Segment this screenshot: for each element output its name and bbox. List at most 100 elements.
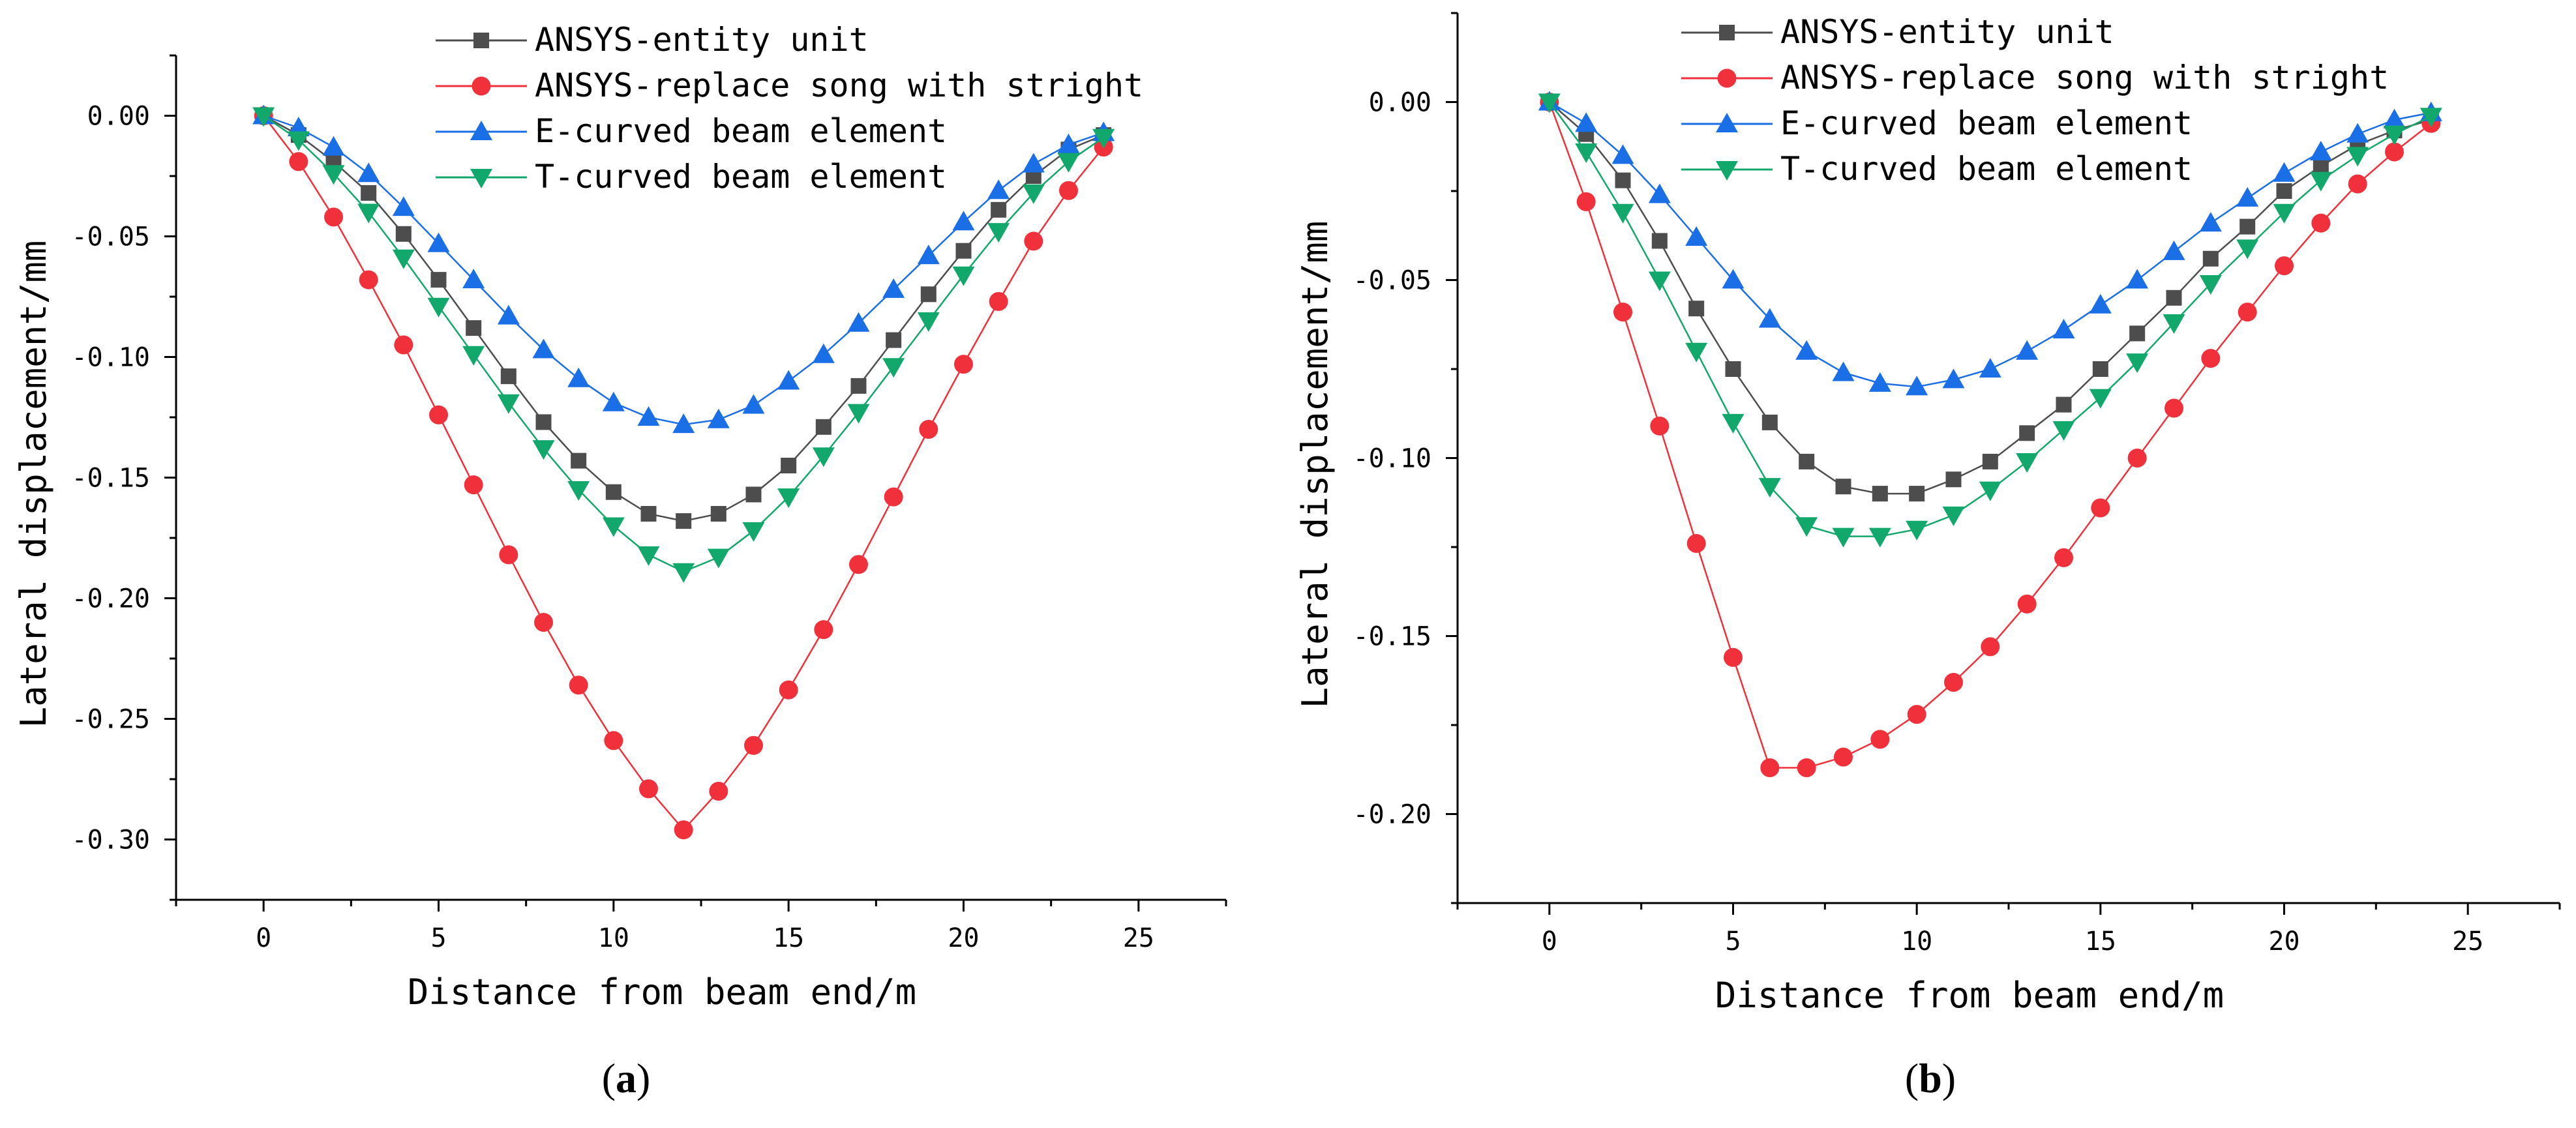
data-point: [1538, 93, 1561, 113]
data-point: [987, 179, 1010, 200]
data-point: [497, 394, 520, 414]
data-point: [1685, 342, 1708, 363]
data-point: [1650, 416, 1670, 436]
data-point: [779, 680, 798, 700]
x-axis-title: Distance from beam end/m: [408, 972, 916, 1013]
data-point: [952, 266, 975, 286]
x-tick-label: 0: [1542, 927, 1557, 957]
data-point: [2236, 239, 2259, 260]
data-point: [1799, 453, 1815, 469]
data-point: [2129, 325, 2146, 342]
data-point: [672, 563, 695, 583]
data-point: [359, 270, 378, 289]
data-point: [2089, 293, 2112, 314]
legend-marker: [1719, 25, 1735, 40]
data-point: [987, 223, 1010, 243]
data-point: [2201, 349, 2221, 368]
data-point: [815, 419, 831, 435]
y-axis-title: Lateral displacement/mm: [13, 241, 54, 728]
data-point: [1795, 340, 1818, 360]
data-point: [849, 555, 868, 574]
data-point: [2163, 240, 2185, 260]
data-point: [1795, 517, 1818, 537]
legend-label: ANSYS-replace song with stright: [535, 67, 1143, 104]
data-point: [1868, 527, 1891, 548]
data-point: [1024, 231, 1043, 251]
data-point: [2348, 174, 2367, 194]
data-point: [709, 782, 728, 801]
data-point: [2276, 183, 2292, 199]
data-point: [605, 484, 622, 500]
data-point: [462, 346, 485, 366]
data-point: [2238, 303, 2257, 322]
data-point: [567, 367, 590, 387]
legend-label: ANSYS-entity unit: [1780, 13, 2114, 51]
panel-caption: (a): [602, 1055, 651, 1101]
chart-panel-a: 0 5 10 15 20 25 0.00 -0.05 -0.10 -0.15 -0.20 -0.25 -…: [13, 21, 1227, 1101]
data-point: [1761, 414, 1778, 430]
y-tick-label: -0.10: [1353, 444, 1431, 474]
y-tick-label: -0.25: [72, 705, 150, 735]
y-tick-label: -0.05: [1353, 266, 1431, 296]
data-point: [674, 820, 693, 840]
data-point: [672, 413, 695, 434]
data-point: [571, 453, 587, 469]
data-point: [2275, 256, 2294, 276]
data-point: [1870, 730, 1890, 749]
x-tick-label: 0: [256, 923, 271, 953]
data-point: [357, 203, 380, 224]
data-point: [1722, 269, 1745, 289]
data-point: [2019, 425, 2035, 441]
data-point: [1832, 361, 1855, 381]
data-point: [1982, 453, 1998, 469]
data-point: [2163, 314, 2185, 334]
x-tick-label: 10: [1901, 927, 1932, 957]
data-point: [886, 332, 902, 348]
legend-label: E-curved beam element: [535, 112, 947, 150]
data-point: [602, 391, 625, 411]
data-point: [2164, 398, 2183, 418]
x-tick-label: 15: [773, 923, 804, 953]
series-triangle-up: [252, 104, 1115, 434]
legend-label: T-curved beam element: [535, 158, 947, 196]
legend-marker: [473, 33, 489, 48]
data-point: [1613, 303, 1632, 322]
data-point: [1942, 506, 1965, 526]
data-point: [2166, 289, 2182, 306]
data-point: [1979, 358, 2001, 378]
data-point: [1059, 181, 1078, 200]
data-point: [2091, 498, 2110, 518]
data-point: [777, 488, 800, 509]
data-point: [850, 378, 867, 394]
legend: ANSYS-entity unit ANSYS-replace song with…: [436, 21, 1143, 196]
data-point: [707, 548, 730, 569]
chart-panel-b: 0 5 10 15 20 25 0.00 -0.05 -0.10 -0.15 -0.20 Distan…: [1295, 12, 2561, 1101]
data-point: [2273, 203, 2296, 224]
data-point: [322, 136, 345, 156]
series-circle: [1540, 93, 2441, 778]
data-point: [394, 335, 413, 355]
data-point: [742, 522, 765, 542]
data-point: [569, 675, 588, 695]
data-point: [2313, 158, 2329, 174]
data-point: [1945, 471, 1962, 488]
series-triangle-down: [1538, 93, 2442, 548]
data-point: [954, 355, 973, 374]
data-point: [466, 320, 482, 336]
x-tick-label: 20: [2268, 927, 2299, 957]
data-point: [1797, 758, 1816, 778]
data-point: [952, 211, 975, 231]
data-point: [2017, 594, 2037, 614]
data-point: [604, 731, 623, 750]
legend-marker: [1716, 113, 1738, 132]
y-axis-title: Lateral displacement/mm: [1295, 221, 1336, 709]
data-point: [2309, 140, 2332, 160]
data-point: [884, 487, 903, 507]
data-point: [639, 779, 658, 799]
legend-marker: [470, 121, 492, 140]
data-point: [1648, 271, 1671, 291]
data-point: [2419, 108, 2442, 128]
data-point: [427, 232, 450, 252]
legend: ANSYS-entity unit ANSYS-replace song with…: [1681, 13, 2389, 188]
legend-marker: [1717, 68, 1737, 88]
